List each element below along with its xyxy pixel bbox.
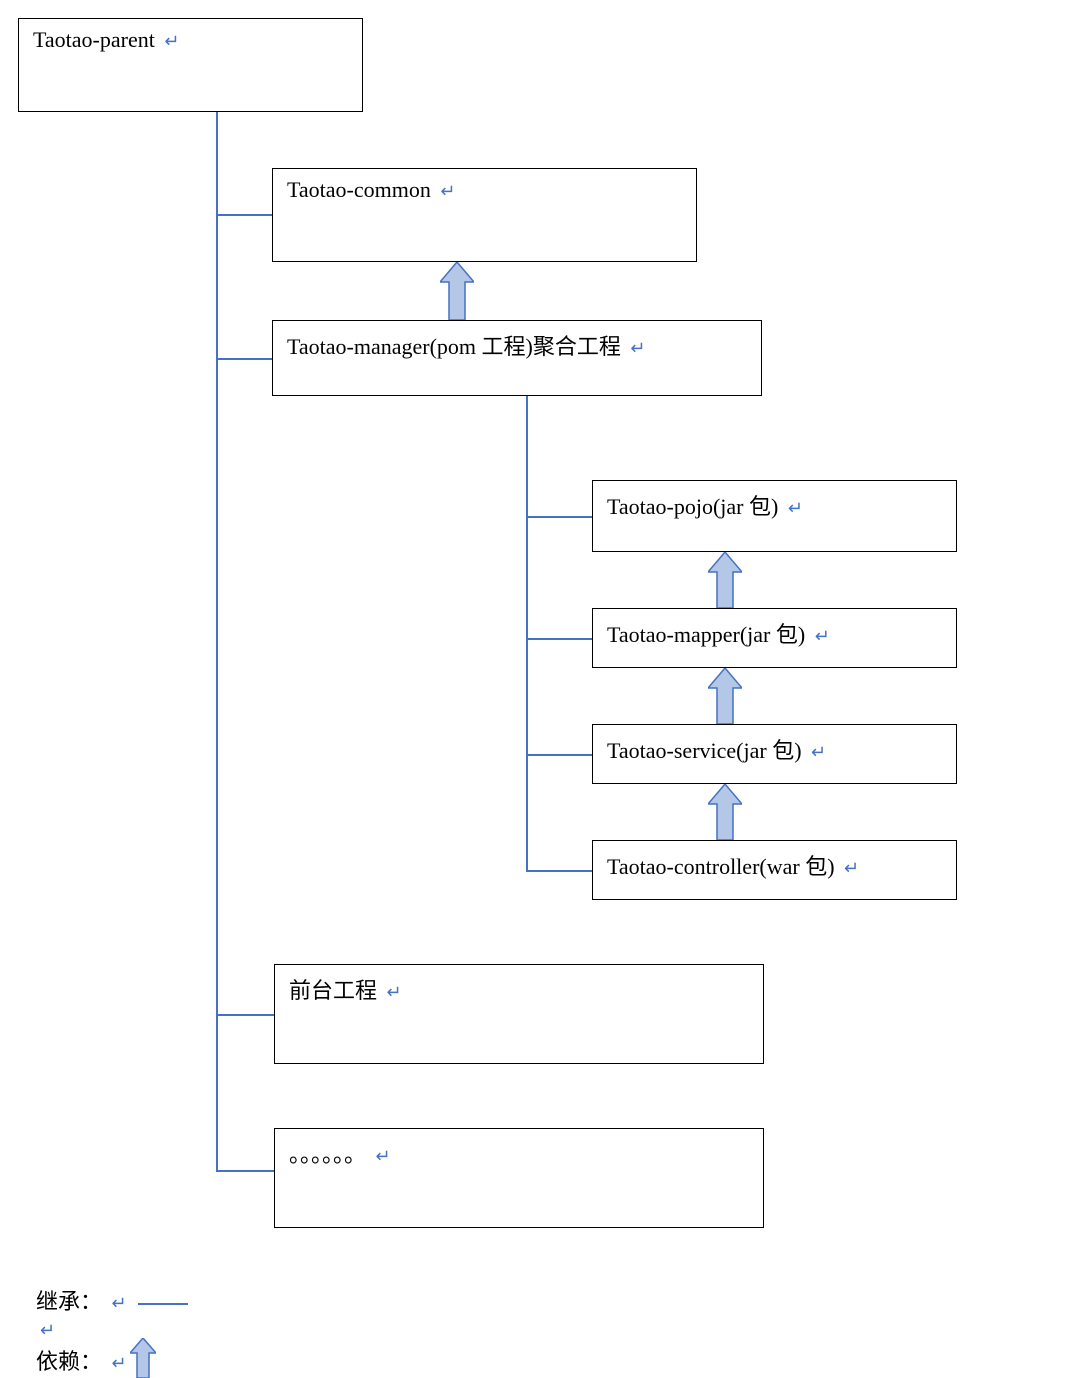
node-manager-label: Taotao-manager(pom 工程)聚合工程 [287, 334, 621, 359]
enter-mark-icon: ↵ [815, 626, 830, 647]
tree-sub-vertical [526, 396, 528, 870]
node-frontend-label: 前台工程 [289, 978, 377, 1003]
enter-mark-icon: ↵ [164, 31, 179, 52]
arrow-up-icon [708, 552, 742, 608]
node-etc-label: 。。。。。。 [289, 1142, 366, 1167]
node-frontend: 前台工程 ↵ [274, 964, 764, 1064]
tree-sub-branch [526, 638, 592, 640]
legend-depend-label: 依赖： [36, 1349, 102, 1374]
node-controller: Taotao-controller(war 包) ↵ [592, 840, 957, 900]
enter-mark-icon: ↵ [630, 338, 645, 359]
legend-arrow-up-icon [130, 1338, 156, 1378]
tree-branch [216, 1014, 274, 1016]
node-pojo: Taotao-pojo(jar 包) ↵ [592, 480, 957, 552]
tree-main-vertical [216, 112, 218, 1170]
enter-mark-icon: ↵ [387, 982, 402, 1003]
arrow-up-icon [440, 262, 474, 320]
node-controller-label: Taotao-controller(war 包) [607, 854, 835, 879]
node-etc: 。。。。。。 ↵ [274, 1128, 764, 1228]
node-parent-label: Taotao-parent [33, 27, 155, 52]
enter-mark-icon: ↵ [376, 1146, 391, 1167]
node-service: Taotao-service(jar 包) ↵ [592, 724, 957, 784]
arrow-up-icon [708, 784, 742, 840]
tree-sub-branch [526, 516, 592, 518]
tree-branch [216, 214, 272, 216]
legend-depend: 依赖： ↵ [36, 1344, 127, 1376]
legend-inherit: 继承： ↵ [36, 1284, 188, 1316]
node-common-label: Taotao-common [287, 177, 431, 202]
tree-sub-branch [526, 870, 592, 872]
tree-branch [216, 1170, 274, 1172]
enter-mark-icon: ↵ [112, 1293, 127, 1314]
node-manager: Taotao-manager(pom 工程)聚合工程 ↵ [272, 320, 762, 396]
node-mapper: Taotao-mapper(jar 包) ↵ [592, 608, 957, 668]
node-mapper-label: Taotao-mapper(jar 包) [607, 622, 805, 647]
node-common: Taotao-common ↵ [272, 168, 697, 262]
enter-mark-icon: ↵ [40, 1320, 55, 1341]
legend-blank-mark: ↵ [36, 1316, 55, 1342]
node-service-label: Taotao-service(jar 包) [607, 738, 802, 763]
legend-inherit-label: 继承： [36, 1289, 102, 1314]
tree-branch [216, 358, 272, 360]
node-pojo-label: Taotao-pojo(jar 包) [607, 494, 778, 519]
enter-mark-icon: ↵ [112, 1353, 127, 1374]
enter-mark-icon: ↵ [440, 181, 455, 202]
enter-mark-icon: ↵ [844, 858, 859, 879]
enter-mark-icon: ↵ [811, 742, 826, 763]
tree-sub-branch [526, 754, 592, 756]
arrow-up-icon [708, 668, 742, 724]
enter-mark-icon: ↵ [788, 498, 803, 519]
legend-line-icon [138, 1303, 188, 1305]
node-parent: Taotao-parent ↵ [18, 18, 363, 112]
